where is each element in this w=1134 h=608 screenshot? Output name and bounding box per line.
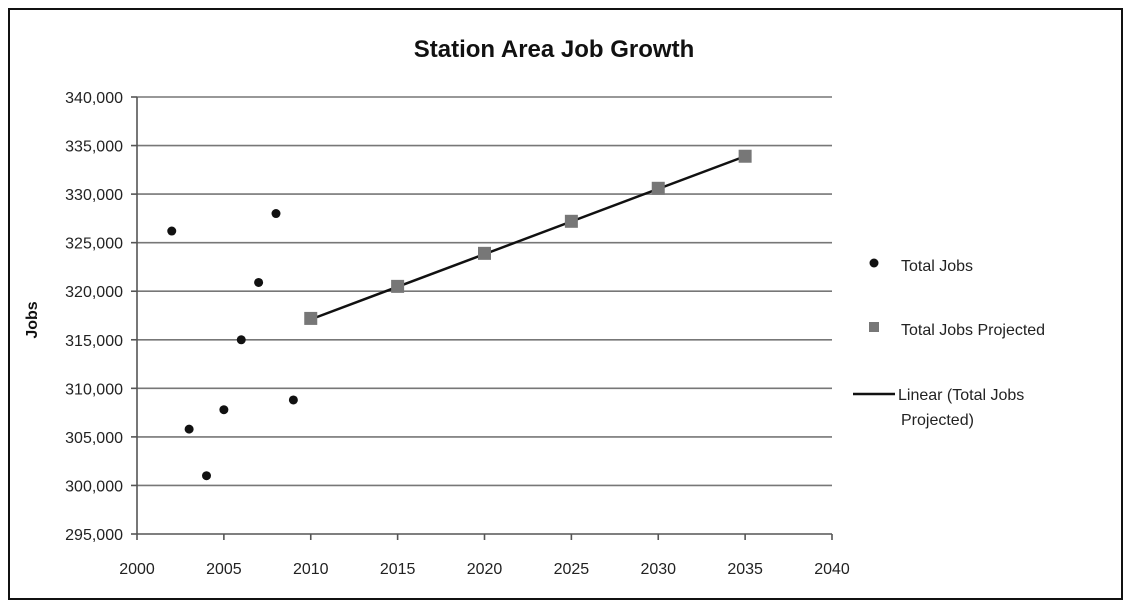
data-point-total-jobs [288,395,298,405]
x-tick-label: 2010 [293,561,329,578]
y-tick-label: 300,000 [65,478,123,495]
gridlines [137,96,832,487]
data-point-total-jobs [219,405,229,415]
legend-marker-total-jobs [869,258,879,268]
data-points [167,149,752,481]
y-tick-label: 335,000 [65,139,123,156]
legend-label-line: Total Jobs [901,258,973,275]
legend-label: Linear (Total Jobs Projected) [898,387,1024,429]
y-tick-label: 310,000 [65,381,123,398]
y-tick-label: 315,000 [65,333,123,350]
y-tick-label: 305,000 [65,430,123,447]
data-point-total-jobs-projected [478,246,491,260]
trendline-layer [310,155,746,321]
legend: Total Jobs Total Jobs Projected Linear (To… [853,258,1045,429]
legend-label-line: Projected) [901,412,974,429]
chart-frame [8,8,1123,600]
x-tick-label: 2040 [814,561,850,578]
legend-label: Total Jobs [901,258,973,275]
x-tick-label: 2005 [206,561,242,578]
x-tick-label: 2000 [119,561,155,578]
trendline [310,155,746,321]
data-point-total-jobs [271,209,281,219]
y-tick-labels: 295,000 300,000 305,000 310,000 315,000 320,0… [65,90,123,544]
x-tick-label: 2015 [380,561,416,578]
x-tick-label: 2035 [727,561,763,578]
data-point-total-jobs [184,424,194,434]
y-axis-label: Jobs [24,301,41,338]
axes [131,96,833,540]
data-point-total-jobs-projected [651,181,665,195]
data-point-total-jobs [254,277,264,287]
y-tick-label: 325,000 [65,236,123,253]
data-point-total-jobs [167,226,177,236]
data-point-total-jobs-projected [564,214,578,228]
legend-label-line: Linear (Total Jobs [898,387,1024,404]
legend-label-line: Total Jobs Projected [901,322,1045,339]
x-tick-label: 2020 [467,561,503,578]
data-point-total-jobs-projected [391,279,405,293]
y-tick-label: 320,000 [65,284,123,301]
data-point-total-jobs [202,471,211,481]
x-tick-label: 2025 [554,561,590,578]
y-tick-label: 330,000 [65,187,123,204]
y-tick-label: 295,000 [65,527,123,544]
x-tick-labels: 2000 2005 2010 2015 2020 2025 2030 2035 2040 [119,561,850,578]
legend-marker-total-jobs-projected [869,322,879,332]
data-point-total-jobs-projected [304,311,318,325]
chart-title: Station Area Job Growth [414,36,694,63]
data-point-total-jobs [236,335,246,345]
y-tick-label: 340,000 [65,90,123,107]
legend-label: Total Jobs Projected [901,322,1045,339]
data-point-total-jobs-projected [738,149,752,163]
x-tick-label: 2030 [640,561,676,578]
